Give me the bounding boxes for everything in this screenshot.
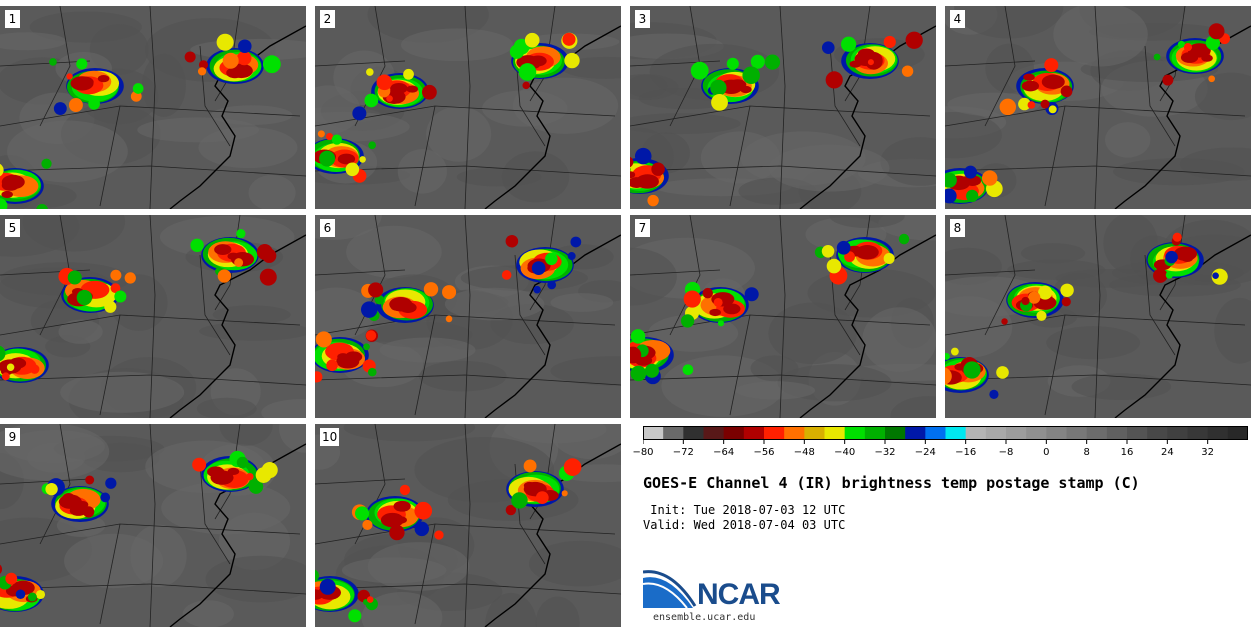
forecast-panel: 5 <box>0 215 306 418</box>
colorbar-swatch <box>824 426 846 440</box>
ir-map <box>0 215 306 418</box>
forecast-panel: 4 <box>945 6 1251 209</box>
colorbar-swatch <box>784 426 805 440</box>
website-url: ensemble.ucar.edu <box>653 612 756 623</box>
init-time: Init: Tue 2018-07-03 12 UTC <box>643 503 846 517</box>
colorbar-swatch <box>945 426 967 440</box>
ir-map <box>945 6 1251 209</box>
valid-time: Valid: Wed 2018-07-04 03 UTC <box>643 518 846 532</box>
panel-number: 7 <box>635 219 650 237</box>
colorbar-swatch <box>663 426 684 440</box>
figure-title: GOES-E Channel 4 (IR) brightness temp po… <box>643 474 1140 492</box>
colorbar-tick-label: 24 <box>1160 447 1174 458</box>
colorbar-tick-label: 16 <box>1120 447 1134 458</box>
ir-map <box>315 215 621 418</box>
colorbar-swatch <box>864 426 886 440</box>
panel-number: 4 <box>950 10 965 28</box>
ir-map <box>315 424 621 627</box>
colorbar-swatch <box>743 426 765 440</box>
forecast-panel: 1 <box>0 6 306 209</box>
colorbar-tick-label: −8 <box>998 447 1014 458</box>
colorbar-tick-label: −64 <box>713 447 735 458</box>
colorbar-swatch <box>905 426 926 440</box>
colorbar-swatch <box>1147 426 1168 440</box>
colorbar-swatch <box>703 426 725 440</box>
colorbar-tick-label: −24 <box>914 447 936 458</box>
ir-map <box>0 424 306 627</box>
colorbar-tick-label: 8 <box>1083 447 1090 458</box>
colorbar-swatch <box>683 426 704 440</box>
colorbar-swatch <box>804 426 825 440</box>
forecast-panel: 10 <box>315 424 621 627</box>
colorbar <box>643 426 1248 444</box>
colorbar-swatch <box>1207 426 1229 440</box>
colorbar-swatch <box>1046 426 1067 440</box>
colorbar-swatch <box>885 426 906 440</box>
colorbar-swatch <box>1106 426 1128 440</box>
colorbar-swatch <box>764 426 785 440</box>
ir-map <box>0 6 306 209</box>
colorbar-swatch <box>844 426 866 440</box>
panel-number: 10 <box>320 428 340 446</box>
ncar-logo <box>643 570 697 609</box>
colorbar-swatch <box>1086 426 1108 440</box>
colorbar-swatch <box>965 426 987 440</box>
forecast-panel: 8 <box>945 215 1251 418</box>
panel-number: 8 <box>950 219 965 237</box>
forecast-panel: 7 <box>630 215 936 418</box>
ir-map <box>630 215 936 418</box>
colorbar-swatch <box>1066 426 1088 440</box>
colorbar-swatch <box>985 426 1007 440</box>
panel-number: 3 <box>635 10 650 28</box>
ir-map <box>315 6 621 209</box>
forecast-panel: 9 <box>0 424 306 627</box>
colorbar-swatch <box>1167 426 1188 440</box>
panel-number: 5 <box>5 219 20 237</box>
ir-map <box>945 215 1251 418</box>
ir-map <box>630 6 936 209</box>
forecast-panel: 3 <box>630 6 936 209</box>
forecast-panel: 2 <box>315 6 621 209</box>
colorbar-swatch <box>723 426 745 440</box>
forecast-panel: 6 <box>315 215 621 418</box>
panel-number: 1 <box>5 10 20 28</box>
colorbar-swatch <box>1227 426 1248 440</box>
colorbar-swatch <box>1187 426 1209 440</box>
colorbar-swatch <box>1127 426 1148 440</box>
colorbar-tick-label: −80 <box>632 447 654 458</box>
colorbar-tick-label: 0 <box>1043 447 1050 458</box>
colorbar-swatch <box>1006 426 1027 440</box>
colorbar-tick-label: −48 <box>793 447 815 458</box>
colorbar-tick-label: −32 <box>874 447 896 458</box>
colorbar-tick-label: −16 <box>955 447 977 458</box>
colorbar-swatch <box>643 426 664 440</box>
colorbar-tick-label: −40 <box>834 447 856 458</box>
panel-number: 6 <box>320 219 335 237</box>
colorbar-swatch <box>925 426 946 440</box>
colorbar-swatch <box>1026 426 1047 440</box>
ncar-wordmark: NCAR <box>697 578 781 611</box>
colorbar-tick-label: 32 <box>1201 447 1215 458</box>
panel-number: 9 <box>5 428 20 446</box>
panel-number: 2 <box>320 10 335 28</box>
colorbar-tick-label: −72 <box>672 447 694 458</box>
colorbar-tick-label: −56 <box>753 447 775 458</box>
